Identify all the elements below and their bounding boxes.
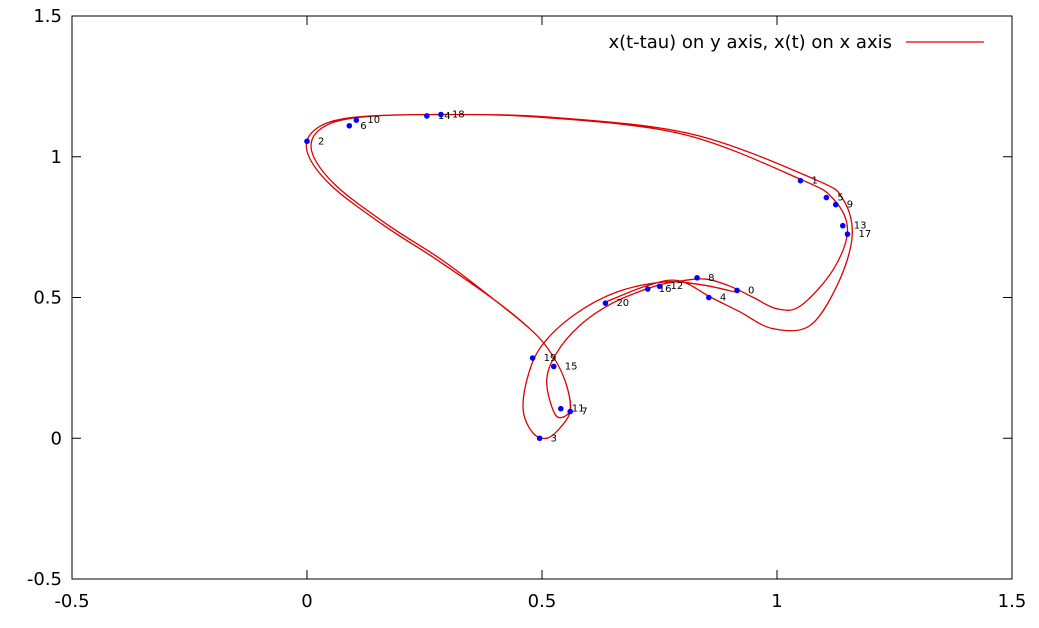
point-label-14: 14 bbox=[438, 111, 451, 122]
point-marker-9 bbox=[832, 201, 839, 208]
point-label-15: 15 bbox=[565, 361, 578, 372]
point-marker-17 bbox=[844, 231, 851, 237]
y-axis: -0.5 0 0.5 1 1.5 bbox=[27, 6, 1012, 590]
point-marker-13 bbox=[840, 222, 846, 229]
point-marker-20 bbox=[602, 300, 609, 306]
point-marker-0 bbox=[734, 287, 740, 294]
x-tick-label: 1 bbox=[771, 591, 782, 612]
point-label-18: 18 bbox=[452, 110, 465, 121]
point-label-6: 6 bbox=[360, 121, 366, 132]
point-marker-2 bbox=[304, 138, 310, 145]
legend: x(t-tau) on y axis, x(t) on x axis bbox=[608, 32, 984, 53]
point-label-8: 8 bbox=[708, 273, 714, 284]
x-axis: -0.5 0 0.5 1 1.5 bbox=[54, 16, 1026, 612]
point-label-16: 16 bbox=[659, 284, 672, 295]
point-label-20: 20 bbox=[616, 298, 629, 309]
point-label-11: 11 bbox=[572, 404, 585, 415]
point-marker-4 bbox=[706, 294, 712, 301]
point-label-17: 17 bbox=[859, 229, 872, 240]
point-label-0: 0 bbox=[748, 285, 754, 296]
series-group bbox=[305, 113, 853, 440]
point-marker-10 bbox=[353, 117, 360, 123]
plot-frame bbox=[71, 15, 1013, 580]
point-marker-6 bbox=[346, 122, 353, 129]
x-tick-label: -0.5 bbox=[54, 591, 89, 612]
point-marker-19 bbox=[529, 355, 536, 361]
point-marker-18 bbox=[438, 111, 444, 118]
series-line-0 bbox=[305, 113, 853, 440]
point-label-4: 4 bbox=[720, 293, 726, 304]
point-marker-5 bbox=[823, 194, 830, 201]
point-label-5: 5 bbox=[837, 193, 843, 204]
y-tick-label: 1.5 bbox=[33, 6, 62, 27]
y-tick-label: 0.5 bbox=[33, 288, 62, 309]
y-tick-label: 1 bbox=[51, 147, 62, 168]
y-tick-label: 0 bbox=[51, 428, 62, 449]
x-tick-label: 0 bbox=[301, 591, 312, 612]
point-label-1: 1 bbox=[812, 176, 818, 187]
point-label-3: 3 bbox=[551, 433, 557, 444]
y-tick-label: -0.5 bbox=[27, 569, 62, 590]
point-marker-11 bbox=[558, 405, 564, 412]
point-marker-1 bbox=[797, 177, 804, 184]
point-marker-3 bbox=[536, 435, 543, 442]
point-label-9: 9 bbox=[847, 200, 853, 211]
x-tick-label: 0.5 bbox=[528, 591, 557, 612]
plot-border bbox=[71, 15, 1013, 580]
point-marker-12 bbox=[656, 283, 663, 290]
point-label-10: 10 bbox=[367, 115, 380, 126]
point-marker-16 bbox=[644, 286, 651, 292]
point-label-13: 13 bbox=[854, 221, 867, 232]
point-label-19: 19 bbox=[544, 353, 557, 364]
point-label-7: 7 bbox=[581, 407, 587, 418]
legend-label: x(t-tau) on y axis, x(t) on x axis bbox=[608, 32, 892, 53]
point-marker-7 bbox=[567, 408, 573, 415]
point-marker-8 bbox=[694, 274, 700, 281]
point-label-2: 2 bbox=[318, 136, 324, 147]
point-marker-15 bbox=[550, 363, 557, 370]
point-marker-14 bbox=[424, 113, 430, 119]
x-tick-label: 1.5 bbox=[998, 591, 1027, 612]
point-label-12: 12 bbox=[671, 281, 684, 292]
